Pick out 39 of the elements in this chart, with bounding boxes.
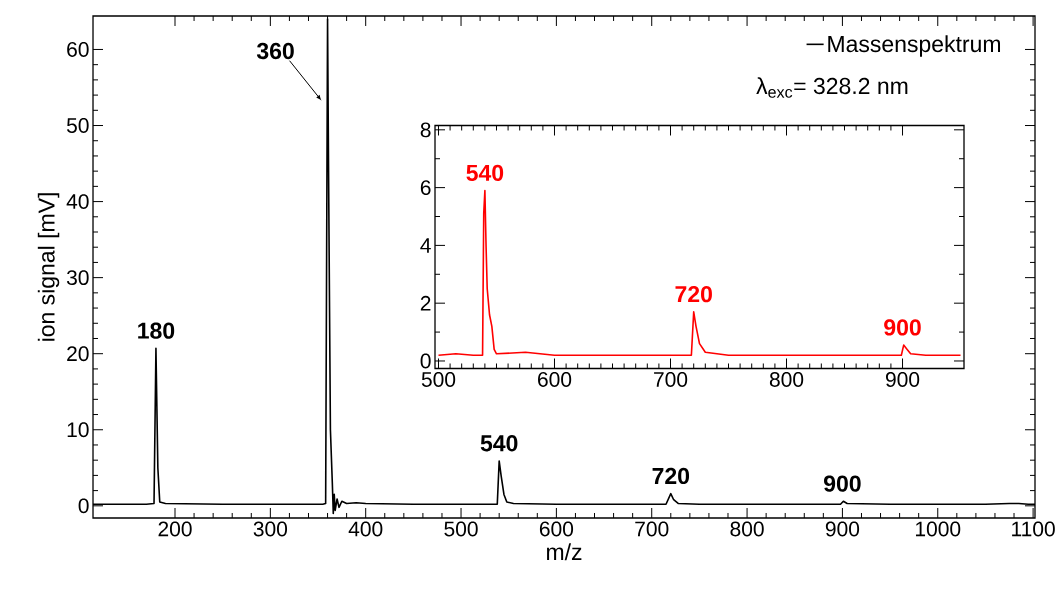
annotation: 540 (466, 164, 504, 181)
annotation: 360 (256, 42, 294, 60)
y-axis-title: ion signal [mV] (37, 193, 60, 341)
x-tick-label: 700 (654, 372, 688, 387)
y-tick-label: 30 (66, 270, 89, 286)
x-tick-label: 700 (635, 521, 669, 537)
x-tick-label: 1100 (1012, 521, 1055, 537)
annotation: 900 (824, 475, 861, 492)
annotation: 900 (884, 319, 921, 336)
x-tick-label: 600 (538, 372, 572, 387)
annotation: 540 (480, 435, 518, 452)
legend-label: Massenspektrum (828, 35, 1001, 57)
y-tick-label: 60 (67, 42, 89, 57)
y-tick-label: 6 (420, 180, 431, 196)
x-tick-label: 200 (158, 521, 192, 537)
x-tick-label: 900 (825, 521, 860, 537)
y-tick-label: 50 (66, 118, 89, 133)
y-tick-label: 8 (420, 122, 431, 138)
y-tick-label: 40 (66, 194, 89, 210)
y-tick-label: 0 (78, 498, 89, 514)
x-tick-label: 1000 (915, 521, 961, 537)
y-tick-label: 20 (67, 346, 89, 362)
x-tick-label: 500 (421, 372, 456, 387)
annotation: 720 (652, 467, 690, 485)
annotation: 180 (138, 322, 175, 339)
x-tick-label: 800 (769, 372, 804, 387)
annotation: 720 (675, 286, 712, 303)
y-tick-label: 0 (420, 353, 431, 369)
x-tick-label: 500 (444, 521, 478, 537)
x-tick-label: 900 (885, 372, 920, 387)
y-tick-label: 2 (420, 295, 431, 311)
y-tick-label: 4 (420, 238, 431, 253)
y-tick-label: 10 (67, 422, 89, 438)
x-tick-label: 400 (348, 521, 383, 537)
annotation: λ$_{exc}$= 328.2 nm (756, 77, 908, 98)
x-axis-title: m/z (547, 543, 582, 561)
x-tick-label: 300 (253, 521, 288, 537)
x-tick-label: 600 (539, 521, 574, 537)
x-tick-label: 800 (730, 521, 764, 537)
